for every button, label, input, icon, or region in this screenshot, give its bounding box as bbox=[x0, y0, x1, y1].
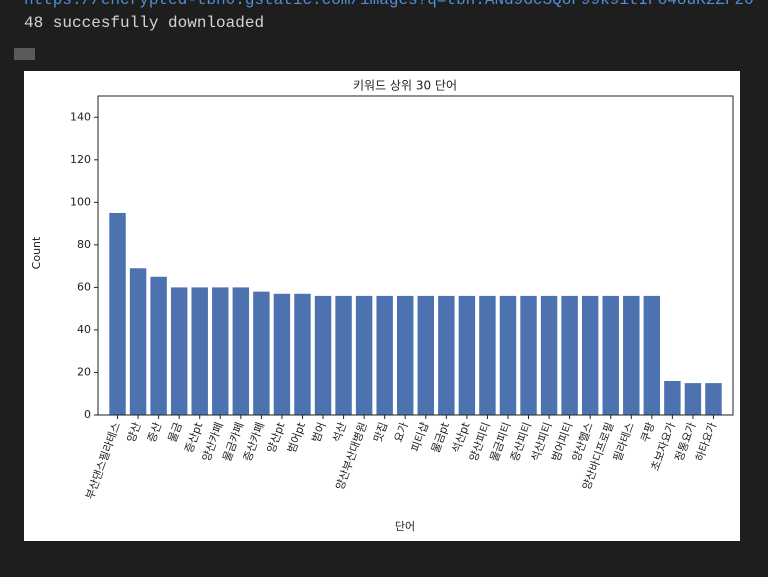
output-url: https://encrypted-tbn0.gstatic.com/image… bbox=[24, 0, 754, 9]
bar bbox=[561, 295, 578, 415]
bar bbox=[623, 295, 640, 415]
chart: 키워드 상위 30 단어 Count 단어 0 20 40 60 80 100 120 140… bbox=[24, 71, 740, 541]
bar bbox=[355, 295, 373, 415]
y-tick-label: 60 bbox=[77, 280, 91, 293]
bar bbox=[150, 276, 167, 415]
bar bbox=[540, 295, 558, 415]
y-tick-label: 40 bbox=[77, 323, 91, 336]
x-tick-label: 피티샵 bbox=[409, 421, 432, 454]
x-tick-label: 증산 bbox=[145, 421, 164, 444]
bar bbox=[191, 287, 208, 415]
y-tick-label: 120 bbox=[70, 153, 91, 166]
y-tick-label: 100 bbox=[70, 195, 91, 208]
bar bbox=[684, 383, 702, 415]
bar bbox=[581, 295, 599, 415]
bar bbox=[232, 287, 250, 415]
bar bbox=[376, 295, 393, 415]
y-tick-label: 80 bbox=[77, 238, 91, 251]
x-tick-label: 물금pt bbox=[429, 420, 452, 455]
output-message: 48 succesfully downloaded bbox=[24, 14, 265, 32]
x-tick-label: 부산댄스필라테스 bbox=[83, 421, 123, 502]
y-tick-label: 20 bbox=[77, 365, 91, 378]
bar bbox=[664, 380, 681, 415]
bar bbox=[294, 293, 311, 415]
x-tick-label: 석산 bbox=[330, 421, 349, 444]
bar bbox=[397, 295, 414, 415]
bar bbox=[417, 295, 434, 415]
x-tick-label: 물금 bbox=[166, 421, 185, 444]
x-tick-label: 쿠팡 bbox=[638, 421, 657, 444]
bar bbox=[643, 295, 661, 415]
bar bbox=[212, 287, 229, 415]
bar bbox=[458, 295, 476, 415]
bar bbox=[335, 295, 352, 415]
x-tick-label: 양산pt bbox=[265, 420, 288, 455]
x-tick-label: 증산pt bbox=[182, 420, 205, 455]
bar bbox=[314, 295, 332, 415]
y-tick-label: 0 bbox=[84, 408, 91, 421]
bar bbox=[520, 295, 537, 415]
y-tick-label: 140 bbox=[70, 110, 91, 123]
bar bbox=[109, 212, 126, 415]
x-tick-label: 양산 bbox=[125, 421, 144, 444]
x-tick-label: 맛집 bbox=[371, 421, 390, 444]
bar bbox=[602, 295, 619, 415]
x-tick-label: 범어 bbox=[310, 421, 329, 444]
progress-widget bbox=[14, 48, 35, 60]
bar bbox=[705, 383, 722, 415]
x-tick-label: 요가 bbox=[392, 421, 411, 444]
bar bbox=[479, 295, 496, 415]
bar bbox=[253, 291, 270, 415]
bar bbox=[273, 293, 291, 415]
bar bbox=[499, 295, 517, 415]
x-tick-label: 범어pt bbox=[285, 420, 308, 455]
y-axis-label: Count bbox=[30, 236, 43, 269]
bar bbox=[170, 287, 188, 415]
bar bbox=[438, 295, 455, 415]
plot-frame bbox=[97, 95, 734, 416]
bar bbox=[129, 268, 147, 415]
chart-title: 키워드 상위 30 단어 bbox=[353, 79, 457, 93]
x-axis-label: 단어 bbox=[395, 520, 415, 533]
x-tick-label: 석산pt bbox=[450, 420, 473, 455]
